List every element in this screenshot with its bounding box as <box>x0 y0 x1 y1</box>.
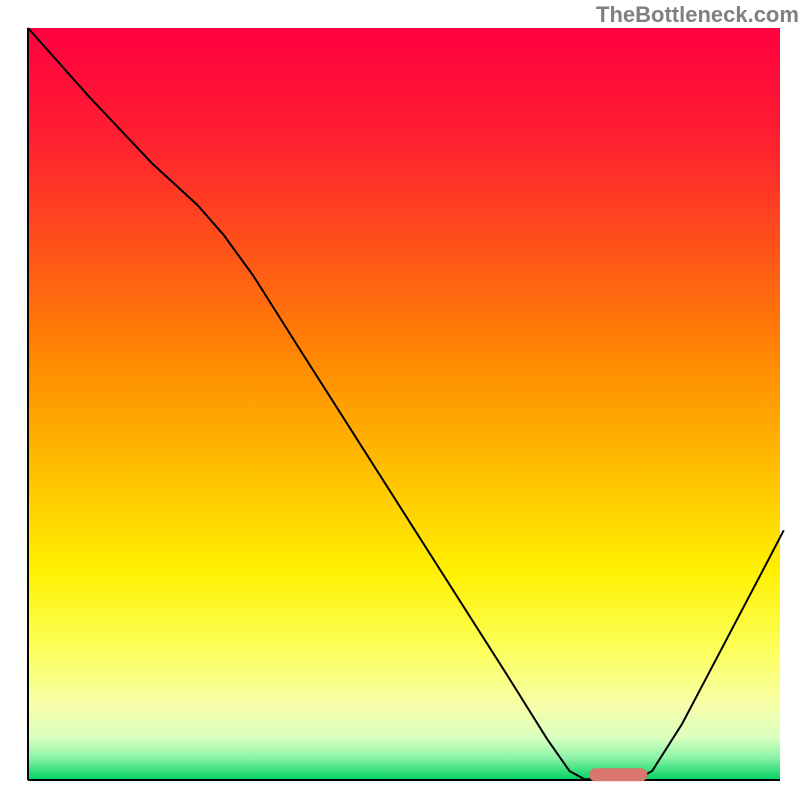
chart-container: TheBottleneck.com <box>0 0 800 800</box>
bottleneck-chart <box>0 0 800 800</box>
gradient-background <box>28 28 780 780</box>
optimal-marker <box>589 768 647 781</box>
watermark-text: TheBottleneck.com <box>596 2 799 28</box>
